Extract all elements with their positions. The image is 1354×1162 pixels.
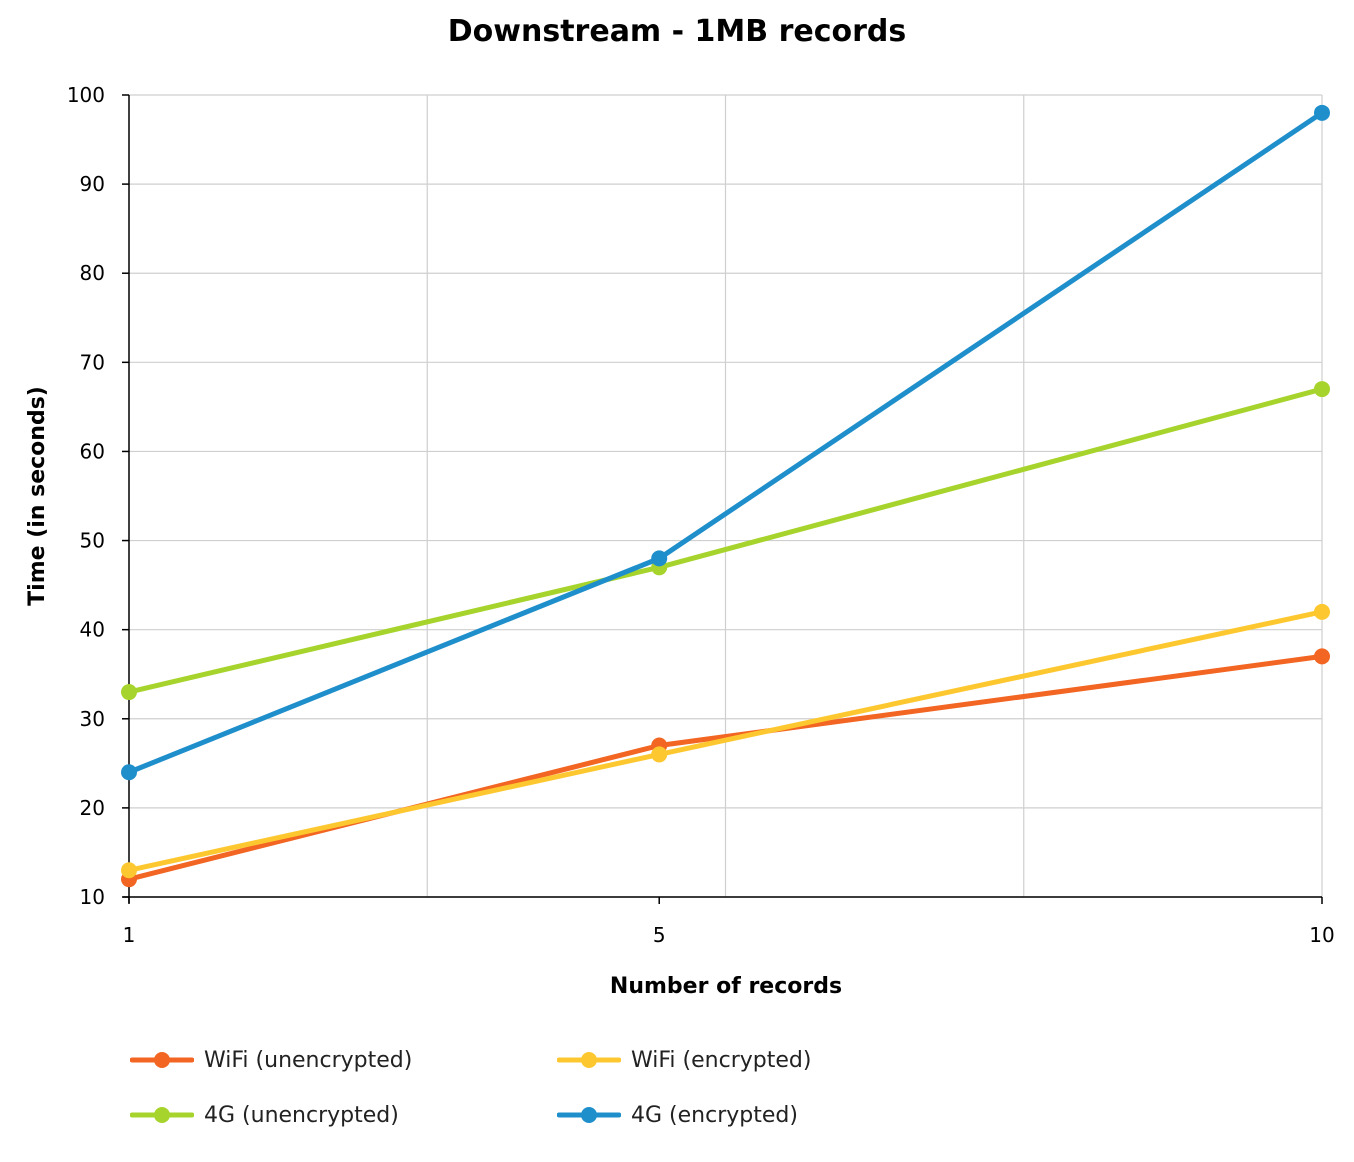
data-point: [121, 684, 137, 701]
legend-swatch: [130, 1107, 194, 1123]
x-axis-title: Number of records: [610, 974, 842, 999]
y-tick-label: 30: [80, 707, 105, 731]
legend-swatch-marker: [581, 1107, 597, 1123]
y-tick-labels: 10 20 30 40 50 60 70 80 90 100: [67, 83, 105, 909]
x-tick-label: 10: [1309, 923, 1334, 947]
axes: [122, 94, 1323, 904]
grid-lines: [129, 94, 1323, 898]
series-lines: [121, 104, 1330, 888]
y-tick-label: 20: [80, 796, 105, 820]
data-point: [651, 550, 668, 567]
data-point: [651, 746, 668, 763]
legend-swatch-marker: [581, 1052, 597, 1068]
y-tick-label: 80: [80, 261, 105, 285]
legend-swatch: [130, 1052, 194, 1068]
data-point: [121, 764, 137, 781]
data-point: [1314, 603, 1330, 620]
x-tick-labels: 1 5 10: [123, 923, 1335, 947]
y-tick-label: 50: [80, 529, 105, 553]
legend-label: 4G (encrypted): [631, 1102, 798, 1128]
chart-title: Downstream - 1MB records: [447, 14, 907, 49]
legend-label: WiFi (unencrypted): [204, 1047, 413, 1073]
y-tick-label: 10: [80, 885, 105, 909]
x-tick-label: 5: [653, 923, 666, 947]
data-point: [1314, 648, 1330, 665]
y-tick-label: 60: [80, 439, 105, 463]
legend: WiFi (unencrypted) WiFi (encrypted) 4G (un…: [130, 1040, 1030, 1150]
legend-label: WiFi (encrypted): [631, 1047, 812, 1073]
data-point: [1314, 381, 1330, 398]
y-tick-label: 40: [80, 618, 105, 642]
legend-swatch: [557, 1107, 621, 1123]
legend-swatch-marker: [154, 1052, 170, 1068]
legend-swatch: [557, 1052, 621, 1068]
legend-swatch-marker: [154, 1107, 170, 1123]
data-point: [121, 862, 137, 879]
y-tick-label: 70: [80, 350, 105, 374]
y-tick-label: 100: [67, 83, 105, 107]
data-point: [1314, 104, 1330, 121]
y-axis-title: Time (in seconds): [25, 386, 50, 606]
x-tick-label: 1: [123, 923, 136, 947]
legend-item[interactable]: 4G (encrypted): [557, 1097, 798, 1133]
series-3: [121, 104, 1330, 781]
legend-label: 4G (unencrypted): [204, 1102, 399, 1128]
legend-item[interactable]: 4G (unencrypted): [130, 1097, 399, 1133]
y-tick-label: 90: [80, 172, 105, 196]
legend-item[interactable]: WiFi (encrypted): [557, 1042, 811, 1078]
series-1: [121, 603, 1330, 879]
legend-item[interactable]: WiFi (unencrypted): [130, 1042, 412, 1078]
